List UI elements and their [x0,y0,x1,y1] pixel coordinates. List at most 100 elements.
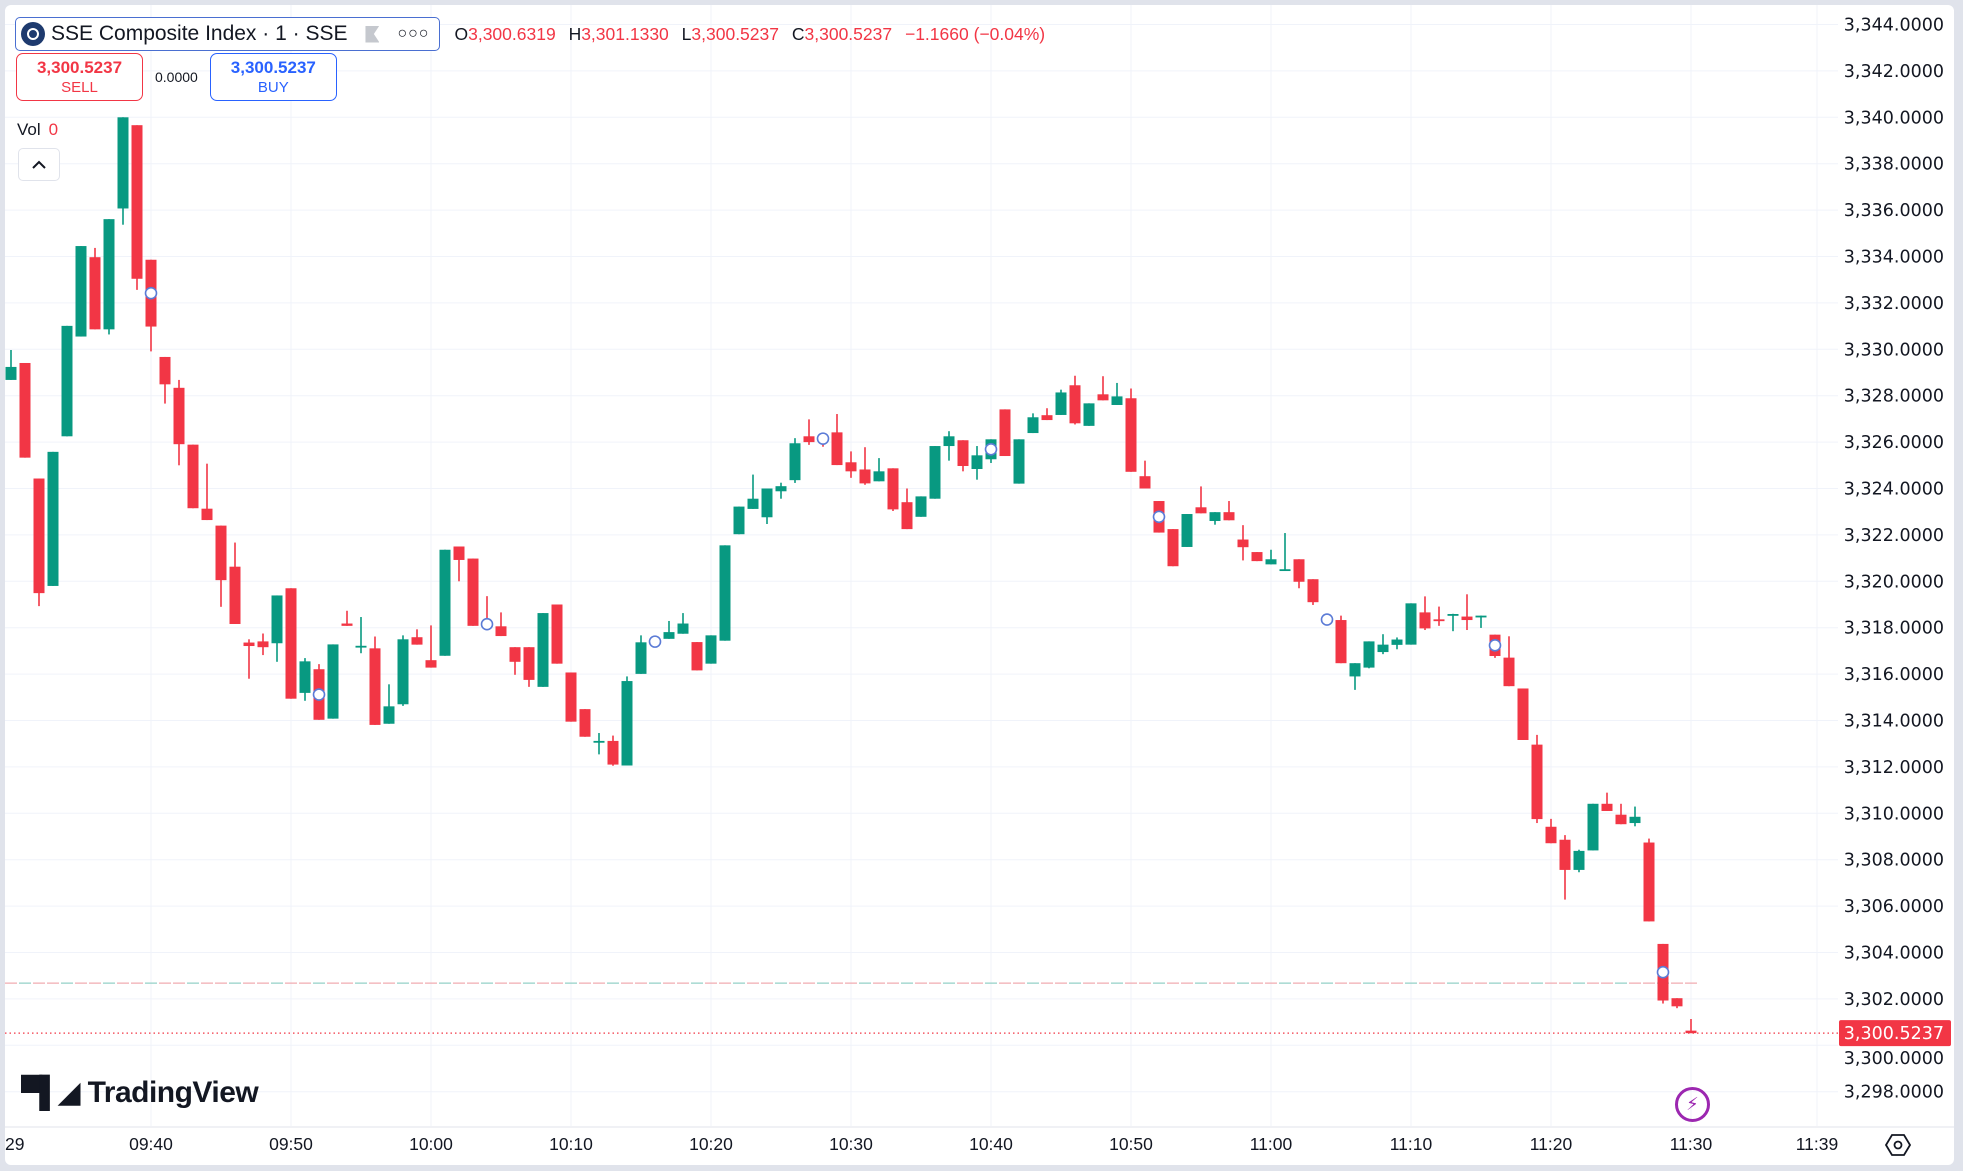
candle [215,525,227,607]
x-tick-label: 10:30 [829,1134,873,1154]
high-label: H [568,23,582,44]
candle-body [1265,559,1277,565]
candle-body [1335,620,1347,664]
candle [299,658,311,701]
candle [327,644,339,719]
y-tick-label: 3,310.0000 [1844,804,1944,824]
event-marker-icon [648,635,662,648]
candle-body [1069,385,1081,424]
candle-body [509,647,521,662]
candle-body [971,455,983,470]
settings-hex-icon[interactable] [1885,1132,1911,1158]
x-tick-label: 29 [5,1134,24,1154]
candle [1083,403,1095,426]
candle-body [1139,476,1151,489]
candle [593,733,605,755]
tradingview-mark-icon: ▀▌◢ [21,1076,81,1109]
candle [1041,408,1053,421]
candle [1559,835,1571,900]
candle [929,446,941,499]
y-tick-label: 3,318.0000 [1844,619,1944,639]
candle-body [103,219,115,330]
sse-logo-icon [21,22,45,46]
candle-body [1433,619,1445,622]
buy-button[interactable]: 3,300.5237 BUY [209,53,337,101]
candle [775,482,787,499]
event-marker-icon [816,432,830,445]
candle [509,647,521,675]
candle-body [1181,514,1193,547]
event-marker-icon [1152,510,1166,524]
x-tick-label: 10:40 [969,1134,1013,1154]
candle [1293,559,1305,589]
candle [1433,606,1445,626]
collapse-legend-button[interactable] [18,148,60,181]
close-label: C [791,23,805,44]
candle [201,463,213,521]
y-tick-label: 3,316.0000 [1844,665,1944,685]
spread-value: 0.0000 [155,69,198,85]
candle [1629,806,1641,827]
candle-body [1475,615,1487,618]
candle-body [537,613,549,687]
candle [845,451,857,478]
candle [1195,486,1207,514]
lightning-icon[interactable]: ⚡ [1675,1087,1710,1122]
candle [1055,389,1067,415]
y-tick-label: 3,314.0000 [1844,712,1944,732]
y-tick-label: 3,332.0000 [1844,294,1944,314]
candle [621,676,633,766]
event-marker-icon [1656,965,1670,979]
candle [229,542,241,624]
chart-panel[interactable]: 3,344.0000 3,342.0000 3,340.0000 3,338.0000… [5,5,1954,1165]
candle-body [1013,439,1025,484]
candle-body [929,446,941,499]
candle [733,506,745,535]
y-tick-label: 3,320.0000 [1844,572,1944,592]
candle [1531,734,1543,824]
x-tick-label: 11:39 [1796,1134,1839,1154]
candle [1237,525,1249,561]
candle-body [1041,415,1053,421]
candle-body [229,566,241,624]
candle-body [453,546,465,560]
candle [1013,439,1025,484]
candle-body [761,488,773,518]
candle-body [943,436,955,447]
symbol-selector[interactable]: SSE Composite Index · 1 · SSE ○○○ [15,17,441,51]
event-marker-icon [144,286,158,300]
candle-body [705,635,717,664]
candle-body [341,623,353,626]
candle-body [1573,850,1585,870]
candle [369,636,381,725]
candle-body [789,443,801,481]
candle-body [719,545,731,641]
candle-body [1111,396,1123,405]
candle-body [1559,839,1571,870]
candle-body [61,325,73,437]
candle [551,604,563,664]
candle-body [33,478,45,594]
candle-body [873,471,885,482]
x-tick-label: 09:50 [269,1134,313,1154]
candle [5,349,17,380]
sell-button[interactable]: 3,300.5237 SELL [16,53,143,101]
open-value: 3,300.6319 [468,23,556,44]
flag-icon[interactable] [365,25,380,43]
candle [999,409,1011,457]
candle [691,642,703,671]
sell-label: SELL [61,79,98,96]
candle-body [411,637,423,645]
candlestick-chart[interactable]: 3,344.0000 3,342.0000 3,340.0000 3,338.0000… [5,5,1954,1165]
candle-body [369,648,381,725]
candle [1265,549,1277,565]
candle-body [1503,657,1515,687]
tradingview-logo[interactable]: ▀▌◢ TradingView [21,1075,259,1110]
candle [1139,460,1151,489]
y-tick-label: 3,304.0000 [1844,944,1944,964]
candle-body [677,623,689,634]
more-dots-icon[interactable]: ○○○ [397,25,430,42]
candle [901,488,913,530]
low-value: 3,300.5237 [691,23,779,44]
candle [19,362,31,458]
